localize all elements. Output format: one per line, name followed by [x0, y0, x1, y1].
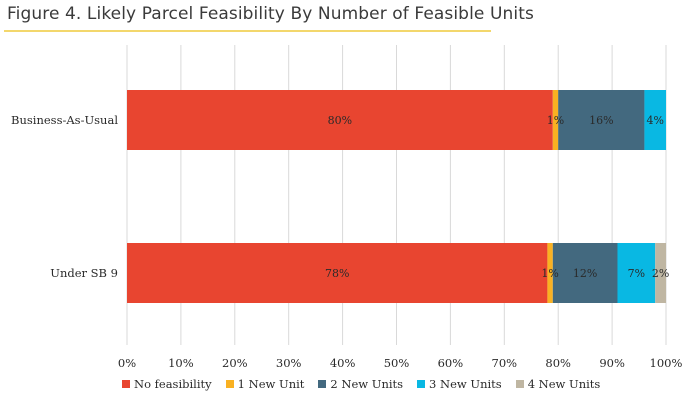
- data-label: 78%: [325, 267, 349, 280]
- x-axis-tick-labels: 0% 10% 20% 30% 40% 50% 60% 70% 80% 90% 100%: [118, 356, 683, 370]
- legend-swatch: [417, 380, 426, 388]
- bar-segment: [552, 90, 559, 150]
- bar-segment: [558, 90, 645, 150]
- bar-segment: [655, 243, 666, 303]
- bar-segment: [127, 243, 548, 303]
- legend-item: 4 New Units: [515, 377, 601, 391]
- category-label: Under SB 9: [50, 266, 118, 280]
- segment-labels: 80% 1% 16% 4% 78% 1% 12% 7% 2%: [325, 114, 669, 280]
- bar-segment: [644, 90, 666, 150]
- x-tick-label: 60%: [438, 356, 464, 370]
- x-tick-label: 30%: [276, 356, 302, 370]
- category-labels: Business-As-Usual Under SB 9: [11, 113, 118, 280]
- x-tick-label: 50%: [384, 356, 410, 370]
- chart-legend: No feasibility 1 New Unit 2 New Units 3 New…: [122, 377, 614, 391]
- data-label: 12%: [573, 267, 597, 280]
- bar-segment: [127, 90, 553, 150]
- chart-title: Figure 4. Likely Parcel Feasibility By N…: [7, 4, 534, 24]
- data-label: 7%: [628, 267, 645, 280]
- legend-label: 4 New Units: [527, 377, 601, 391]
- data-label: 1%: [547, 114, 564, 127]
- legend-label: No feasibility: [134, 377, 212, 391]
- x-tick-label: 70%: [492, 356, 518, 370]
- x-tick-label: 40%: [330, 356, 356, 370]
- legend-item: 1 New Unit: [225, 377, 305, 391]
- legend-label: 3 New Units: [429, 377, 502, 391]
- legend-label: 2 New Units: [330, 377, 404, 391]
- data-label: 1%: [541, 267, 558, 280]
- legend-item: No feasibility: [122, 377, 212, 391]
- data-label: 16%: [589, 114, 613, 127]
- legend-swatch: [318, 380, 327, 388]
- x-tick-label: 10%: [168, 356, 194, 370]
- data-label: 4%: [646, 114, 663, 127]
- data-label: 2%: [652, 267, 669, 280]
- legend-item: 3 New Units: [417, 377, 502, 391]
- x-tick-label: 90%: [599, 356, 625, 370]
- legend-swatch: [515, 380, 524, 388]
- bar-segment: [617, 243, 656, 303]
- data-label: 80%: [328, 114, 352, 127]
- x-tick-label: 80%: [545, 356, 571, 370]
- legend-item: 2 New Units: [318, 377, 403, 391]
- legend-swatch: [122, 380, 130, 388]
- x-tick-label: 0%: [118, 356, 136, 370]
- legend-label: 1 New Unit: [237, 377, 305, 391]
- bar-segments: [127, 90, 666, 303]
- legend-swatch: [225, 380, 234, 388]
- x-tick-label: 100%: [650, 356, 683, 370]
- x-tick-label: 20%: [222, 356, 248, 370]
- bar-segment: [552, 243, 618, 303]
- title-underline: [4, 30, 491, 32]
- category-label: Business-As-Usual: [11, 113, 118, 127]
- bar-segment: [547, 243, 553, 303]
